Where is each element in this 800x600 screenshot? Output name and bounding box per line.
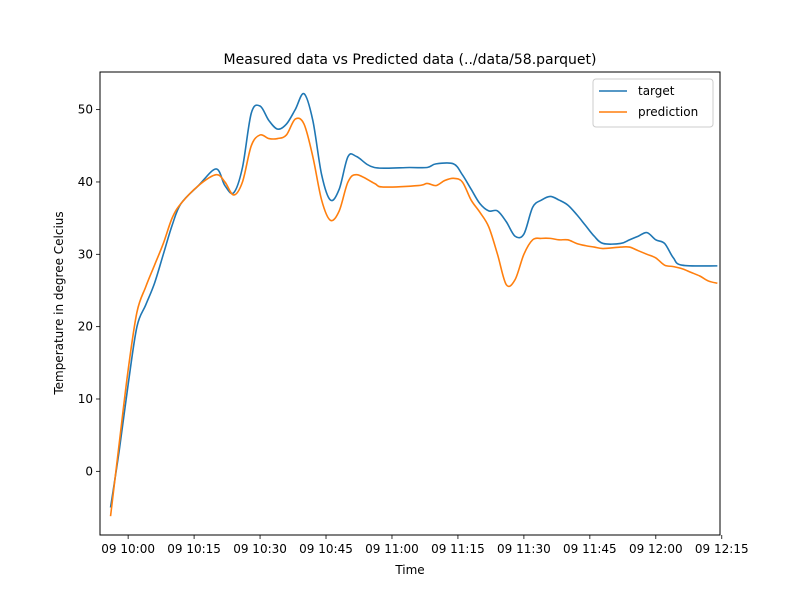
y-tick-label: 10: [78, 392, 93, 406]
legend-label-prediction: prediction: [638, 105, 698, 119]
series-line-target: [109, 92, 718, 508]
x-tick-label: 09 11:15: [431, 542, 485, 556]
x-tick-label: 09 12:00: [629, 542, 683, 556]
x-tick-label: 09 10:15: [167, 542, 221, 556]
x-tick-label: 09 10:00: [101, 542, 155, 556]
y-tick-label: 20: [78, 320, 93, 334]
series-line-prediction: [109, 117, 718, 517]
x-tick-label: 09 11:00: [365, 542, 419, 556]
chart-title: Measured data vs Predicted data (../data…: [224, 52, 597, 68]
y-tick-label: 50: [78, 103, 93, 117]
x-tick-label: 09 10:30: [233, 542, 287, 556]
plot-area-frame: [99, 71, 721, 536]
x-axis-label: Time: [394, 563, 424, 577]
x-tick-label: 09 11:45: [563, 542, 617, 556]
y-axis-ticks: 0 10 20 30 40 50: [78, 103, 100, 478]
series-layer: [109, 92, 718, 517]
y-axis-label: Temperature in degree Celcius: [52, 211, 66, 395]
y-tick-label: 30: [78, 247, 93, 261]
x-tick-label: 09 10:45: [299, 542, 353, 556]
legend: target prediction: [592, 78, 714, 128]
x-tick-label: 09 12:15: [695, 542, 749, 556]
y-tick-label: 40: [78, 175, 93, 189]
legend-label-target: target: [638, 84, 675, 98]
x-axis-ticks: 09 10:00 09 10:15 09 10:30 09 10:45 09 11:00…: [101, 535, 749, 556]
x-tick-label: 09 11:30: [497, 542, 551, 556]
y-tick-label: 0: [85, 464, 93, 478]
